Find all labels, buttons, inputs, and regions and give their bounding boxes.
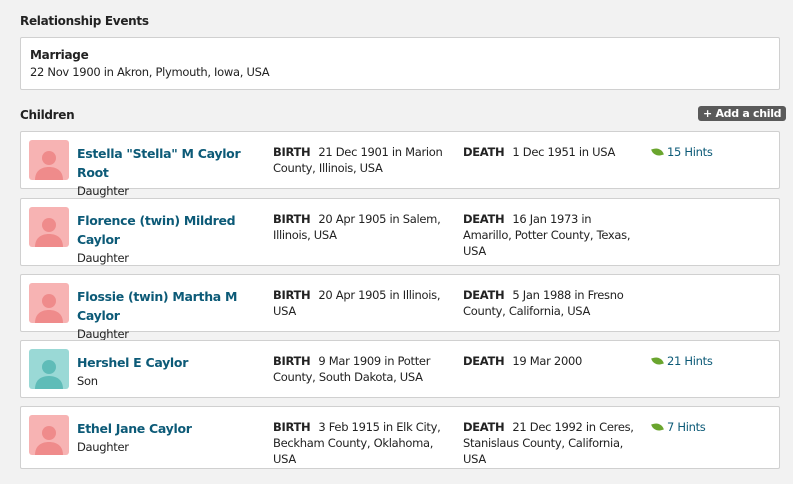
avatar[interactable]	[29, 415, 69, 455]
birth-detail: 20 Apr 1905 in Illinois, USA	[273, 288, 441, 318]
person-silhouette-icon	[35, 218, 63, 247]
birth-event: BIRTH 21 Dec 1901 in Marion County, Illin…	[273, 144, 453, 176]
child-relation: Daughter	[77, 184, 129, 198]
death-label: DEATH	[463, 354, 505, 368]
birth-label: BIRTH	[273, 354, 311, 368]
person-silhouette-icon	[35, 294, 63, 323]
birth-detail: 9 Mar 1909 in Potter County, South Dakot…	[273, 354, 431, 384]
avatar[interactable]	[29, 140, 69, 180]
birth-detail: 3 Feb 1915 in Elk City, Beckham County, …	[273, 420, 441, 466]
child-name-link[interactable]: Estella "Stella" M Caylor Root Daughter	[77, 144, 269, 201]
death-detail: 1 Dec 1951 in USA	[512, 145, 616, 159]
death-detail: 5 Jan 1988 in Fresno County, California,…	[463, 288, 624, 318]
death-detail: 21 Dec 1992 in Ceres, Stanislaus County,…	[463, 420, 634, 466]
death-event: DEATH 19 Mar 2000	[463, 353, 643, 369]
child-relation: Daughter	[77, 251, 129, 265]
person-silhouette-icon	[35, 360, 63, 389]
death-label: DEATH	[463, 288, 505, 302]
death-detail: 19 Mar 2000	[512, 354, 582, 368]
child-relation: Daughter	[77, 440, 129, 454]
birth-label: BIRTH	[273, 288, 311, 302]
relationship-events-heading: Relationship Events	[20, 14, 149, 28]
hints-link[interactable]: 15 Hints	[651, 144, 713, 160]
leaf-icon	[651, 421, 664, 433]
marriage-label: Marriage	[30, 48, 89, 62]
birth-detail: 21 Dec 1901 in Marion County, Illinois, …	[273, 145, 443, 175]
child-name-link[interactable]: Hershel E Caylor Son	[77, 353, 269, 391]
death-detail: 16 Jan 1973 in Amarillo, Potter County, …	[463, 212, 631, 258]
child-card: Hershel E Caylor Son BIRTH 9 Mar 1909 in P…	[20, 340, 780, 398]
birth-event: BIRTH 3 Feb 1915 in Elk City, Beckham Cou…	[273, 419, 453, 467]
birth-label: BIRTH	[273, 145, 311, 159]
person-silhouette-icon	[35, 151, 63, 180]
death-label: DEATH	[463, 145, 505, 159]
child-card: Ethel Jane Caylor Daughter BIRTH 3 Feb 191…	[20, 406, 780, 469]
birth-label: BIRTH	[273, 212, 311, 226]
birth-label: BIRTH	[273, 420, 311, 434]
child-name-link[interactable]: Flossie (twin) Martha M Caylor Daughter	[77, 287, 269, 344]
child-relation: Son	[77, 374, 98, 388]
marriage-detail: 22 Nov 1900 in Akron, Plymouth, Iowa, US…	[30, 65, 270, 79]
death-event: DEATH 16 Jan 1973 in Amarillo, Potter Cou…	[463, 211, 643, 259]
hints-link[interactable]: 7 Hints	[651, 419, 706, 435]
birth-detail: 20 Apr 1905 in Salem, Illinois, USA	[273, 212, 441, 242]
person-silhouette-icon	[35, 426, 63, 455]
birth-event: BIRTH 20 Apr 1905 in Illinois, USA	[273, 287, 453, 319]
child-card: Flossie (twin) Martha M Caylor Daughter B…	[20, 274, 780, 341]
hints-link[interactable]: 21 Hints	[651, 353, 713, 369]
child-card: Florence (twin) Mildred Caylor Daughter B…	[20, 198, 780, 266]
leaf-icon	[651, 146, 664, 158]
avatar[interactable]	[29, 283, 69, 323]
avatar[interactable]	[29, 349, 69, 389]
child-name-link[interactable]: Ethel Jane Caylor Daughter	[77, 419, 269, 457]
avatar[interactable]	[29, 207, 69, 247]
birth-event: BIRTH 9 Mar 1909 in Potter County, South …	[273, 353, 453, 385]
death-event: DEATH 1 Dec 1951 in USA	[463, 144, 643, 160]
death-label: DEATH	[463, 212, 505, 226]
child-relation: Daughter	[77, 327, 129, 341]
death-event: DEATH 21 Dec 1992 in Ceres, Stanislaus Co…	[463, 419, 643, 467]
death-event: DEATH 5 Jan 1988 in Fresno County, Califo…	[463, 287, 643, 319]
add-child-button[interactable]: + Add a child	[698, 106, 787, 121]
child-card: Estella "Stella" M Caylor Root Daughter B…	[20, 131, 780, 198]
death-label: DEATH	[463, 420, 505, 434]
marriage-event[interactable]: Marriage 22 Nov 1900 in Akron, Plymouth,…	[20, 37, 780, 90]
birth-event: BIRTH 20 Apr 1905 in Salem, Illinois, USA	[273, 211, 453, 243]
children-heading: Children	[20, 108, 75, 122]
leaf-icon	[651, 355, 664, 367]
child-name-link[interactable]: Florence (twin) Mildred Caylor Daughter	[77, 211, 269, 268]
